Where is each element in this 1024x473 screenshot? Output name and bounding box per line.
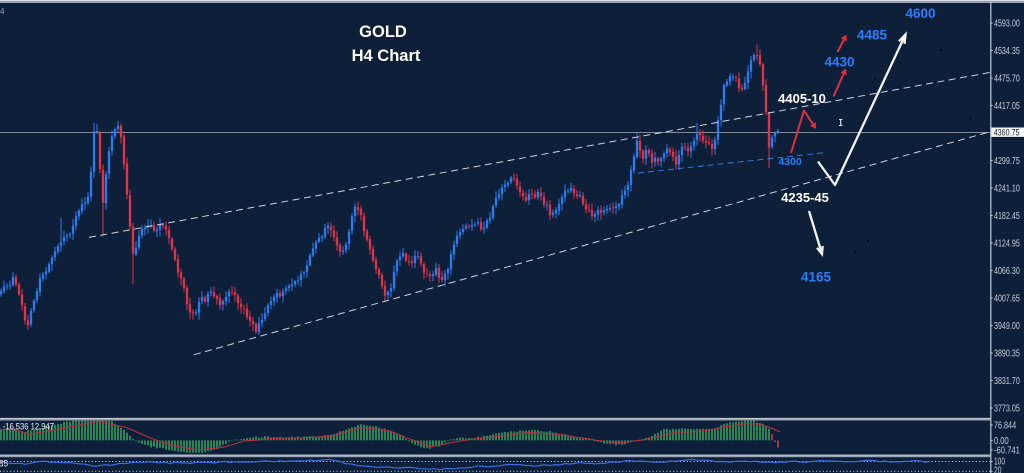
- svg-text:3773.05: 3773.05: [994, 403, 1020, 414]
- svg-text:4007.65: 4007.65: [994, 293, 1020, 304]
- svg-text:4165: 4165: [801, 270, 832, 285]
- svg-text:0.00: 0.00: [994, 436, 1009, 447]
- svg-text:4475.70: 4475.70: [994, 73, 1020, 84]
- svg-text:100: 100: [994, 457, 1005, 468]
- svg-text:4: 4: [0, 7, 5, 16]
- svg-text:4299.75: 4299.75: [994, 156, 1020, 167]
- svg-text:4066.30: 4066.30: [994, 266, 1020, 277]
- svg-text:4360.75: 4360.75: [994, 127, 1020, 138]
- svg-text:4430: 4430: [824, 55, 854, 70]
- svg-text:4485: 4485: [857, 28, 888, 43]
- svg-text:4534.35: 4534.35: [994, 46, 1020, 57]
- svg-text:3890.35: 3890.35: [994, 348, 1020, 359]
- svg-text:3949.00: 3949.00: [994, 321, 1020, 332]
- svg-text:4241.10: 4241.10: [994, 183, 1020, 194]
- svg-text:4600: 4600: [905, 6, 935, 21]
- svg-text:4124.95: 4124.95: [994, 238, 1020, 249]
- svg-text:4182.45: 4182.45: [994, 211, 1020, 222]
- svg-text:H4 Chart: H4 Chart: [352, 47, 421, 65]
- svg-text:) -16,536 12.947: ) -16,536 12.947: [0, 421, 54, 431]
- svg-text:4235-45: 4235-45: [781, 190, 829, 205]
- svg-text:GOLD: GOLD: [359, 23, 407, 41]
- svg-text:-60.741: -60.741: [994, 445, 1020, 456]
- svg-text:4593.00: 4593.00: [994, 18, 1020, 29]
- svg-text:76.844: 76.844: [994, 420, 1016, 431]
- svg-text:4405-10: 4405-10: [778, 91, 826, 106]
- svg-text:85: 85: [0, 459, 8, 469]
- svg-text:4300: 4300: [778, 156, 802, 168]
- svg-text:4417.05: 4417.05: [994, 101, 1020, 112]
- svg-text:3831.70: 3831.70: [994, 376, 1020, 387]
- svg-text:20: 20: [994, 465, 1002, 473]
